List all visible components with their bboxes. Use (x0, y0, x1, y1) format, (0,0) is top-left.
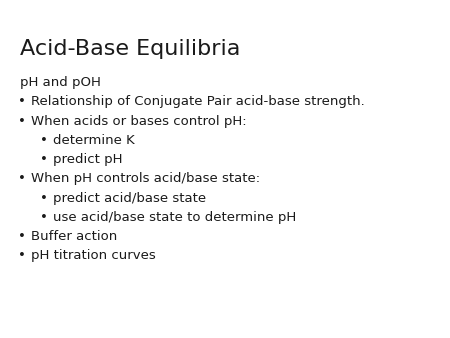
Text: pH titration curves: pH titration curves (31, 249, 155, 262)
Text: •: • (18, 230, 26, 243)
Text: •: • (40, 153, 49, 166)
Text: use acid/base state to determine pH: use acid/base state to determine pH (53, 211, 297, 224)
Text: determine K: determine K (53, 134, 135, 147)
Text: •: • (40, 134, 49, 147)
Text: Buffer action: Buffer action (31, 230, 117, 243)
Text: When pH controls acid/base state:: When pH controls acid/base state: (31, 172, 260, 185)
Text: When acids or bases control pH:: When acids or bases control pH: (31, 115, 246, 127)
Text: •: • (40, 211, 49, 224)
Text: predict pH: predict pH (53, 153, 122, 166)
Text: •: • (18, 172, 26, 185)
Text: Relationship of Conjugate Pair acid-base strength.: Relationship of Conjugate Pair acid-base… (31, 95, 364, 108)
Text: •: • (18, 115, 26, 127)
Text: predict acid/base state: predict acid/base state (53, 192, 206, 204)
Text: pH and pOH: pH and pOH (20, 76, 101, 89)
Text: •: • (40, 192, 49, 204)
Text: •: • (18, 95, 26, 108)
Text: Acid-Base Equilibria: Acid-Base Equilibria (20, 39, 241, 59)
Text: •: • (18, 249, 26, 262)
